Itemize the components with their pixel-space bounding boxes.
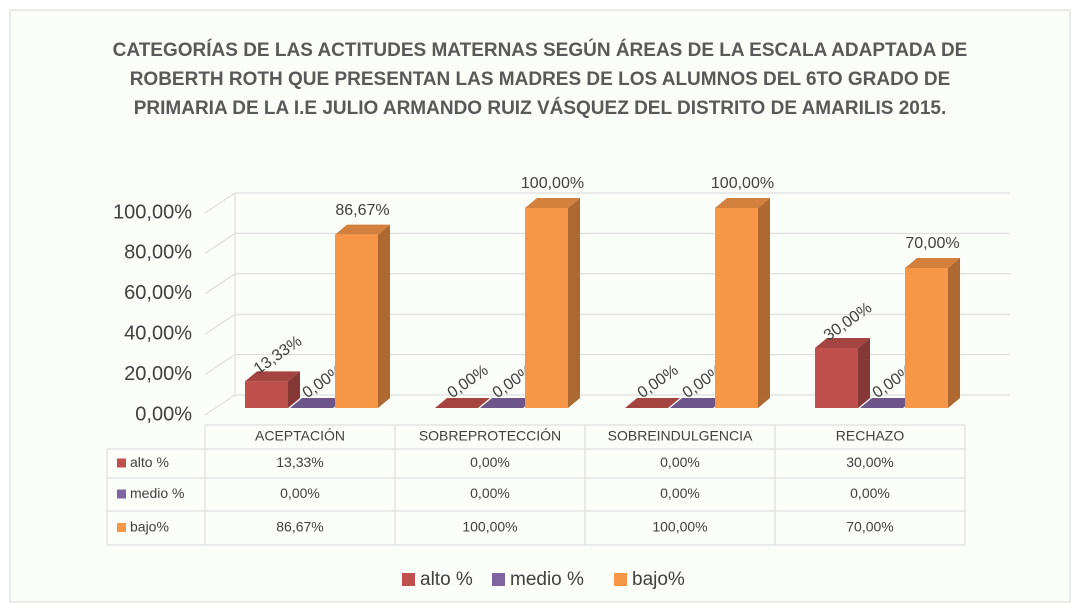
bar-side (758, 198, 770, 408)
table-row-label: bajo% (130, 519, 169, 535)
table-cell: 0,00% (850, 485, 890, 501)
bar-side (858, 338, 870, 408)
x-tick-label: SOBREINDULGENCIA (608, 428, 753, 444)
x-tick-label: RECHAZO (836, 428, 905, 444)
bar-side (288, 371, 300, 408)
bar (335, 234, 378, 408)
bar (715, 208, 758, 408)
table-cell: 0,00% (280, 485, 320, 501)
table-cell: 0,00% (660, 485, 700, 501)
bar-top (480, 398, 535, 408)
legend-swatch (492, 573, 505, 586)
bar (905, 268, 948, 408)
table-cell: 30,00% (846, 454, 893, 470)
table-cell: 100,00% (652, 519, 707, 535)
bar-top (905, 258, 960, 268)
bar-top (245, 371, 300, 382)
bar-top (670, 398, 725, 408)
bar-side (948, 258, 960, 408)
data-label: 100,00% (521, 175, 584, 192)
table-row-label: alto % (130, 454, 169, 470)
bar (815, 348, 858, 408)
table-cell: 0,00% (660, 454, 700, 470)
x-tick-label: ACEPTACIÓN (255, 428, 345, 444)
data-label: 86,67% (335, 202, 389, 219)
table-cell: 0,00% (470, 454, 510, 470)
legend-label: bajo% (632, 569, 685, 590)
legend-swatch (614, 573, 627, 586)
data-label: 100,00% (711, 175, 774, 192)
bar (525, 208, 568, 408)
y-tick-label: 0,00% (135, 403, 192, 425)
table-cell: 86,67% (276, 519, 323, 535)
bar-top (335, 224, 390, 235)
bar-top (625, 398, 680, 408)
bar-side (378, 224, 390, 408)
table-row-label: medio % (130, 485, 184, 501)
bar-top (815, 338, 870, 348)
legend-label: medio % (510, 569, 584, 590)
y-tick-label: 60,00% (124, 282, 192, 304)
y-tick-label: 80,00% (124, 242, 192, 264)
table-key (117, 458, 126, 468)
table-cell: 100,00% (462, 519, 517, 535)
y-tick-label: 40,00% (124, 322, 192, 344)
table-cell: 0,00% (470, 485, 510, 501)
data-label: 70,00% (905, 235, 959, 252)
chart-title: CATEGORÍAS DE LAS ACTITUDES MATERNAS SEG… (112, 40, 968, 119)
table-cell: 70,00% (846, 519, 893, 535)
y-tick-label: 20,00% (124, 363, 192, 385)
table-cell: 13,33% (276, 454, 323, 470)
bar-top (435, 398, 490, 408)
bar-top (715, 198, 770, 208)
legend-swatch (402, 573, 415, 586)
bar (245, 381, 288, 408)
bar-top (290, 398, 345, 408)
x-tick-label: SOBREPROTECCIÓN (419, 428, 561, 444)
legend-label: alto % (420, 569, 473, 590)
bar-top (860, 398, 915, 408)
y-tick-label: 100,00% (113, 201, 192, 223)
table-key (117, 523, 126, 532)
bar-side (568, 198, 580, 408)
table-key (117, 489, 126, 499)
bar-top (525, 198, 580, 208)
